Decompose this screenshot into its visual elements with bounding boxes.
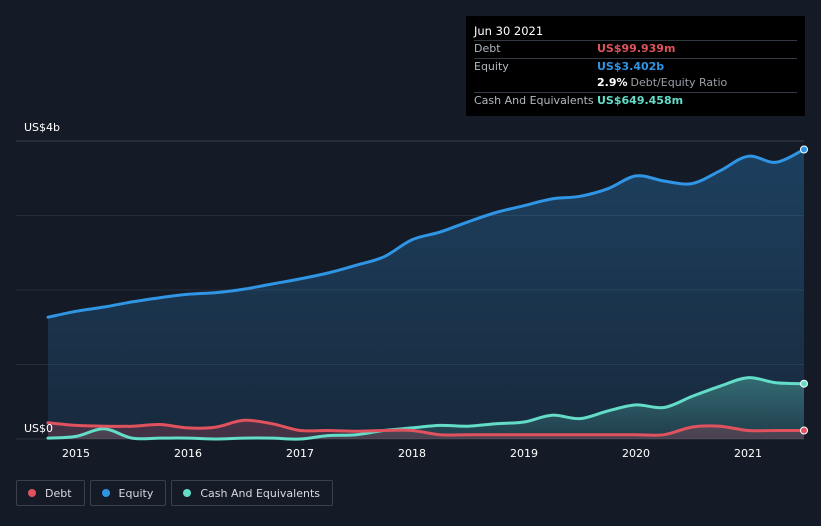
line-cash-and-equivalents (46, 376, 806, 441)
tooltip-panel: Jun 30 2021 Debt US$99.939m Equity US$3.… (466, 16, 805, 116)
legend-label-cash: Cash And Equivalents (200, 486, 320, 500)
tooltip-equity-label: Equity (474, 59, 509, 73)
x-tick-label-2016: 2016 (174, 447, 202, 460)
chart-legend: Debt Equity Cash And Equivalents (16, 480, 333, 506)
area-equity (48, 149, 804, 439)
tooltip-ratio-value: 2.9% (597, 76, 628, 89)
series-areas (48, 149, 804, 440)
x-tick-label-2018: 2018 (398, 447, 426, 460)
tooltip-row-ratio: 2.9% Debt/Equity Ratio (474, 75, 797, 92)
area-debt (48, 420, 804, 439)
x-tick-label-2020: 2020 (622, 447, 650, 460)
x-tick-label-2017: 2017 (286, 447, 314, 460)
end-marker-equity (800, 145, 808, 154)
x-tick-label-2015: 2015 (62, 447, 90, 460)
legend-item-debt[interactable]: Debt (16, 480, 85, 506)
tooltip-cash-label: Cash And Equivalents (474, 93, 594, 107)
legend-dot-debt-icon (28, 489, 36, 497)
tooltip-ratio-label: Debt/Equity Ratio (630, 76, 728, 89)
x-axis-ticks: 2015 2016 2017 2018 2019 2020 2021 (62, 447, 762, 460)
legend-dot-cash-icon (183, 489, 192, 497)
y-tick-label-bottom: US$0 (24, 422, 53, 435)
series-lines (46, 148, 806, 441)
tooltip-row-cash: Cash And Equivalents US$649.458m (474, 91, 797, 110)
y-tick-label-top: US$4b (24, 121, 60, 134)
line-equity (46, 148, 806, 319)
tooltip-debt-label: Debt (474, 42, 501, 55)
tooltip-cash-value: US$649.458m (597, 93, 684, 107)
tooltip-equity-value: US$3.402b (597, 59, 665, 73)
legend-label-equity: Equity (118, 486, 154, 500)
legend-item-equity[interactable]: Equity (89, 480, 167, 506)
legend-dot-equity-icon (101, 489, 110, 497)
chart-area: US$4b US$0 2015 2016 2017 2018 2019 2020 2021 (16, 121, 808, 460)
end-marker-cash-and-equivalents (800, 379, 808, 388)
tooltip-debt-value: US$99.939m (597, 42, 676, 55)
series-end-markers (800, 145, 808, 435)
legend-label-debt: Debt (45, 486, 72, 500)
area-cash-and-equivalents (48, 377, 804, 440)
end-marker-debt (800, 426, 808, 435)
tooltip-ratio-spacer (474, 75, 597, 92)
legend-item-cash[interactable]: Cash And Equivalents (171, 480, 333, 506)
line-debt (46, 418, 806, 437)
x-tick-label-2019: 2019 (510, 447, 538, 460)
tooltip-date: Jun 30 2021 (474, 24, 544, 38)
tooltip-row-equity: Equity US$3.402b (474, 57, 797, 76)
tooltip-row-debt: Debt US$99.939m (474, 40, 797, 58)
x-tick-label-2021: 2021 (734, 447, 762, 460)
